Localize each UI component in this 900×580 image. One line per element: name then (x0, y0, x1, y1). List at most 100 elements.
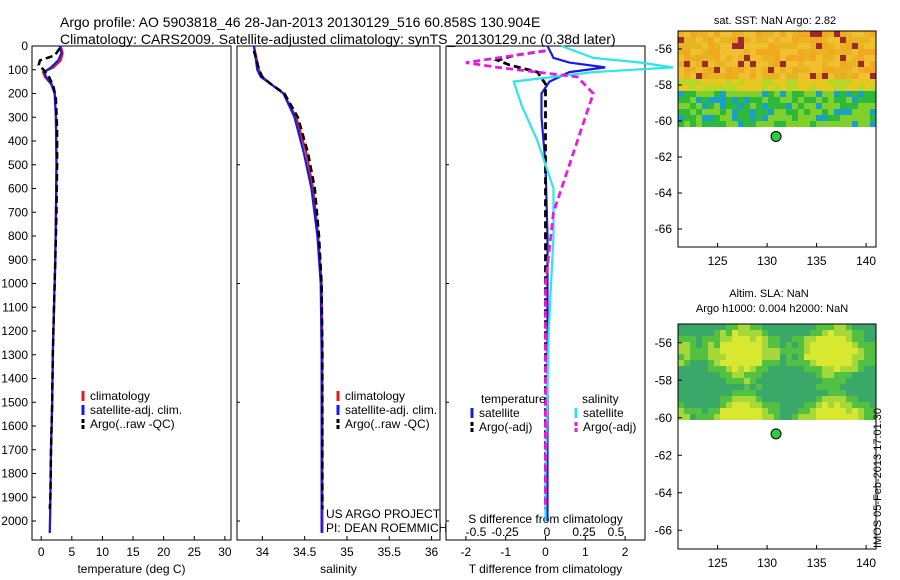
heatmap-cell (756, 336, 762, 342)
heatmap-cell (834, 324, 840, 330)
heatmap-cell (810, 31, 816, 37)
heatmap-cell (726, 372, 732, 378)
heatmap-cell (702, 384, 708, 390)
heatmap-cell (852, 414, 858, 420)
heatmap-cell (756, 37, 762, 43)
heatmap-cell (756, 103, 762, 109)
heatmap-cell (744, 91, 750, 97)
heatmap-cell (852, 348, 858, 354)
heatmap-cell (774, 414, 780, 420)
heatmap-cell (834, 37, 840, 43)
heatmap-cell (738, 37, 744, 43)
heatmap-cell (864, 103, 870, 109)
y-tick-label: -64 (655, 186, 673, 200)
heatmap-cell (864, 414, 870, 420)
heatmap-cell (714, 97, 720, 103)
heatmap-cell (870, 55, 876, 61)
heatmap-cell (732, 378, 738, 384)
heatmap-cell (684, 85, 690, 91)
heatmap-cell (792, 85, 798, 91)
heatmap-cell (786, 79, 792, 85)
heatmap-cell (810, 372, 816, 378)
heatmap-cell (852, 97, 858, 103)
heatmap-cell (858, 354, 864, 360)
y-tick-label: 200 (8, 87, 28, 101)
top-tick-label: 0.25 (572, 525, 596, 539)
heatmap-cell (714, 115, 720, 121)
heatmap-cell (726, 109, 732, 115)
top-tick-label: -0.25 (491, 525, 519, 539)
heatmap-cell (804, 79, 810, 85)
heatmap-cell (804, 384, 810, 390)
heatmap-cell (690, 67, 696, 73)
y-tick-label: -58 (655, 373, 673, 387)
heatmap-cell (732, 67, 738, 73)
heatmap-cell (804, 85, 810, 91)
heatmap-cell (684, 354, 690, 360)
heatmap-cell (690, 103, 696, 109)
heatmap-cell (786, 121, 792, 127)
heatmap-cell (828, 61, 834, 67)
heatmap-cell (738, 342, 744, 348)
heatmap-cell (684, 49, 690, 55)
heatmap-cell (684, 378, 690, 384)
heatmap-cell (792, 372, 798, 378)
heatmap-cell (852, 372, 858, 378)
heatmap-cell (684, 360, 690, 366)
heatmap-cell (792, 354, 798, 360)
heatmap-cell (870, 330, 876, 336)
heatmap-cell (768, 31, 774, 37)
heatmap-cell (768, 91, 774, 97)
heatmap-cell (780, 31, 786, 37)
heatmap-cell (852, 378, 858, 384)
heatmap-cell (702, 73, 708, 79)
heatmap-cell (810, 348, 816, 354)
heatmap-cell (852, 91, 858, 97)
heatmap-cell (750, 67, 756, 73)
heatmap-cell (786, 360, 792, 366)
heatmap-cell (852, 390, 858, 396)
heatmap-cell (846, 43, 852, 49)
heatmap-cell (858, 384, 864, 390)
heatmap-cell (828, 31, 834, 37)
heatmap-cell (726, 61, 732, 67)
heatmap-cell (816, 49, 822, 55)
heatmap-cell (744, 396, 750, 402)
heatmap-cell (864, 324, 870, 330)
heatmap-cell (738, 366, 744, 372)
heatmap-cell (822, 366, 828, 372)
heatmap-cell (840, 402, 846, 408)
heatmap-cell (696, 384, 702, 390)
argo-position-marker (770, 428, 782, 440)
heatmap-cell (756, 85, 762, 91)
heatmap-cell (744, 336, 750, 342)
x-tick-label: 130 (757, 556, 777, 570)
heatmap-cell (768, 384, 774, 390)
heatmap-cell (726, 79, 732, 85)
sst-map-panel: -56 -58 -60 -62 -64 -66 125 130 135 140 sat. SST: … (655, 15, 877, 268)
heatmap-cell (750, 342, 756, 348)
heatmap-cell (678, 402, 684, 408)
heatmap-cell (834, 43, 840, 49)
heatmap-cell (768, 49, 774, 55)
heatmap-cell (768, 103, 774, 109)
heatmap-cell (708, 396, 714, 402)
heatmap-cell (744, 61, 750, 67)
heatmap-cell (834, 408, 840, 414)
heatmap-cell (738, 109, 744, 115)
heatmap-cell (786, 31, 792, 37)
heatmap-cell (840, 97, 846, 103)
heatmap-cell (780, 408, 786, 414)
heatmap-cell (768, 360, 774, 366)
heatmap-cell (816, 372, 822, 378)
heatmap-cell (864, 121, 870, 127)
heatmap-cell (696, 402, 702, 408)
heatmap-cell (714, 390, 720, 396)
heatmap-cell (768, 330, 774, 336)
heatmap-cell (762, 121, 768, 127)
heatmap-cell (840, 67, 846, 73)
heatmap-cell (762, 408, 768, 414)
heatmap-cell (690, 366, 696, 372)
heatmap-cell (732, 43, 738, 49)
heatmap-cell (720, 360, 726, 366)
